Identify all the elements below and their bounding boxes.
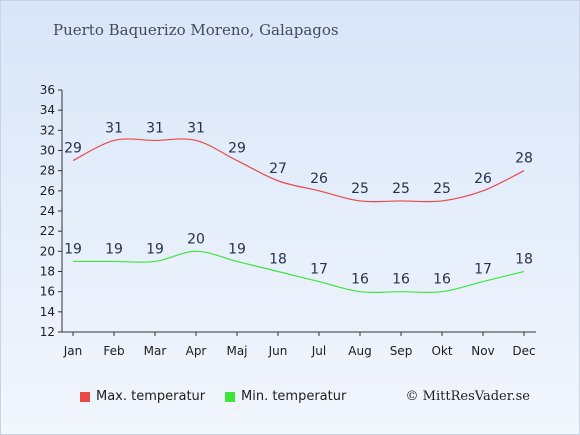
series-line-max	[72, 138, 525, 203]
x-tick-label: Jan	[63, 344, 83, 358]
x-tick-label: Feb	[103, 344, 124, 358]
series-line-min	[73, 250, 525, 294]
data-label-min: 19	[64, 241, 82, 257]
data-label-max: 31	[187, 120, 205, 136]
y-tick-label: 32	[40, 123, 55, 137]
x-tick-label: Maj	[226, 344, 247, 358]
x-tick-label: Jun	[268, 344, 288, 358]
data-label-max: 25	[433, 181, 451, 197]
y-tick-label: 28	[40, 164, 55, 178]
data-label-min: 18	[269, 252, 287, 268]
data-label-max: 29	[228, 141, 246, 157]
y-tick-label: 36	[40, 83, 55, 97]
y-tick-label: 12	[40, 325, 55, 339]
x-tick-label: Jul	[311, 344, 326, 358]
data-label-min: 17	[310, 262, 328, 278]
x-tick-label: Nov	[471, 344, 494, 358]
series-layer	[72, 138, 525, 294]
data-label-min: 19	[105, 241, 123, 257]
axes: 12 14 16 18 20 22 24 26 28 30 32 34 36 Jan Feb Mar Apr Ma…	[40, 83, 536, 358]
y-tick-label: 24	[40, 204, 55, 218]
data-label-max: 29	[64, 141, 82, 157]
data-label-max: 25	[392, 181, 410, 197]
x-tick-label: Mar	[144, 344, 167, 358]
data-label-max: 27	[269, 161, 287, 177]
y-tick-label: 34	[40, 103, 55, 117]
data-label-min: 19	[146, 241, 164, 257]
data-labels: 29 31 31 31 29 27 26 25 25 25 26 28 19 19 19 20 19 18 17 16…	[64, 120, 533, 287]
data-label-max: 31	[105, 120, 123, 136]
x-tick-label: Apr	[186, 344, 207, 358]
y-tick-label: 20	[40, 244, 55, 258]
x-tick-label: Dec	[512, 344, 535, 358]
data-label-min: 18	[515, 252, 533, 268]
data-label-min: 16	[433, 272, 451, 288]
y-tick-label: 18	[40, 265, 55, 279]
x-tick-label: Aug	[348, 344, 371, 358]
x-tick-label: Sep	[390, 344, 413, 358]
data-label-min: 19	[228, 241, 246, 257]
data-label-min: 16	[351, 272, 369, 288]
data-label-max: 26	[474, 171, 492, 187]
y-tick-label: 16	[40, 285, 55, 299]
x-tick-label: Okt	[431, 344, 452, 358]
data-label-min: 20	[187, 231, 205, 247]
y-tick-label: 22	[40, 224, 55, 238]
y-tick-label: 30	[40, 144, 55, 158]
data-label-max: 25	[351, 181, 369, 197]
data-label-max: 28	[515, 151, 533, 167]
data-label-min: 16	[392, 272, 410, 288]
data-label-min: 17	[474, 262, 492, 278]
data-label-max: 31	[146, 120, 164, 136]
y-tick-label: 14	[40, 305, 55, 319]
y-tick-label: 26	[40, 184, 55, 198]
chart-title: Puerto Baquerizo Moreno, Galapagos	[53, 21, 339, 39]
data-label-max: 26	[310, 171, 328, 187]
copyright-text: © MittResVader.se	[405, 389, 530, 404]
